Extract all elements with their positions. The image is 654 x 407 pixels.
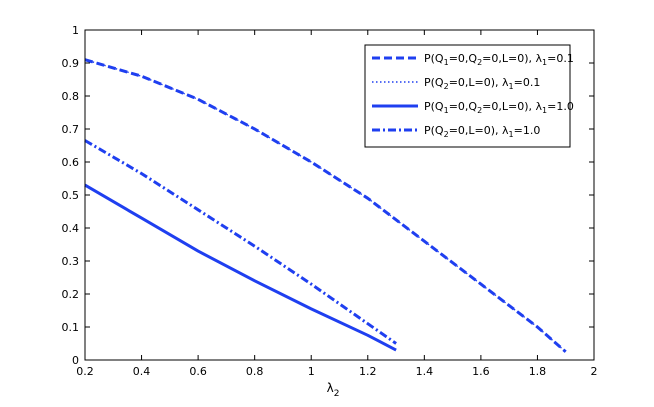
- legend-label-3: P(Q1=0,Q2=0,L=0), λ1=1.0: [424, 100, 574, 115]
- y-tick-label: 0.5: [62, 189, 80, 202]
- series-line-3: [84, 183, 397, 352]
- y-tick-label: 0.7: [62, 123, 80, 136]
- y-tick-label: 0.9: [62, 57, 80, 70]
- x-tick-label: 1.2: [359, 365, 377, 378]
- x-tick-label: 1: [308, 365, 315, 378]
- y-tick-label: 0.4: [62, 222, 80, 235]
- y-tick-label: 0.1: [62, 321, 80, 334]
- x-tick-label: 0.4: [133, 365, 151, 378]
- plot-lines: [84, 58, 567, 353]
- x-tick-label: 1.8: [529, 365, 547, 378]
- y-tick-label: 0.8: [62, 90, 80, 103]
- legend: P(Q1=0,Q2=0,L=0), λ1=0.1 P(Q2=0,L=0), λ1=…: [364, 44, 574, 148]
- x-tick-label: 0.2: [76, 365, 94, 378]
- y-tick-label: 0.6: [62, 156, 80, 169]
- series-line-4: [84, 139, 397, 345]
- axis-ticks: [84, 29, 595, 361]
- x-tick-label: 0.6: [189, 365, 207, 378]
- x-tick-label: 1.4: [416, 365, 434, 378]
- series-line-2: [84, 59, 567, 353]
- y-tick-label: 1: [72, 24, 79, 37]
- y-tick-labels: 0 0.1 0.2 0.3 0.4 0.5 0.6 0.7 0.8 0.9 1: [62, 24, 80, 367]
- y-tick-label: 0: [72, 354, 79, 367]
- x-tick-label: 1.6: [472, 365, 490, 378]
- y-tick-label: 0.2: [62, 288, 80, 301]
- legend-label-2: P(Q2=0,L=0), λ1=0.1: [424, 76, 540, 91]
- x-tick-label: 0.8: [246, 365, 264, 378]
- x-axis-label: λ2: [327, 381, 340, 399]
- x-tick-labels: 0.2 0.4 0.6 0.8 1 1.2 1.4 1.6 1.8 2: [76, 365, 597, 378]
- legend-label-4: P(Q2=0,L=0), λ1=1.0: [424, 124, 540, 139]
- x-tick-label: 2: [591, 365, 598, 378]
- y-tick-label: 0.3: [62, 255, 80, 268]
- legend-label-1: P(Q1=0,Q2=0,L=0), λ1=0.1: [424, 52, 574, 67]
